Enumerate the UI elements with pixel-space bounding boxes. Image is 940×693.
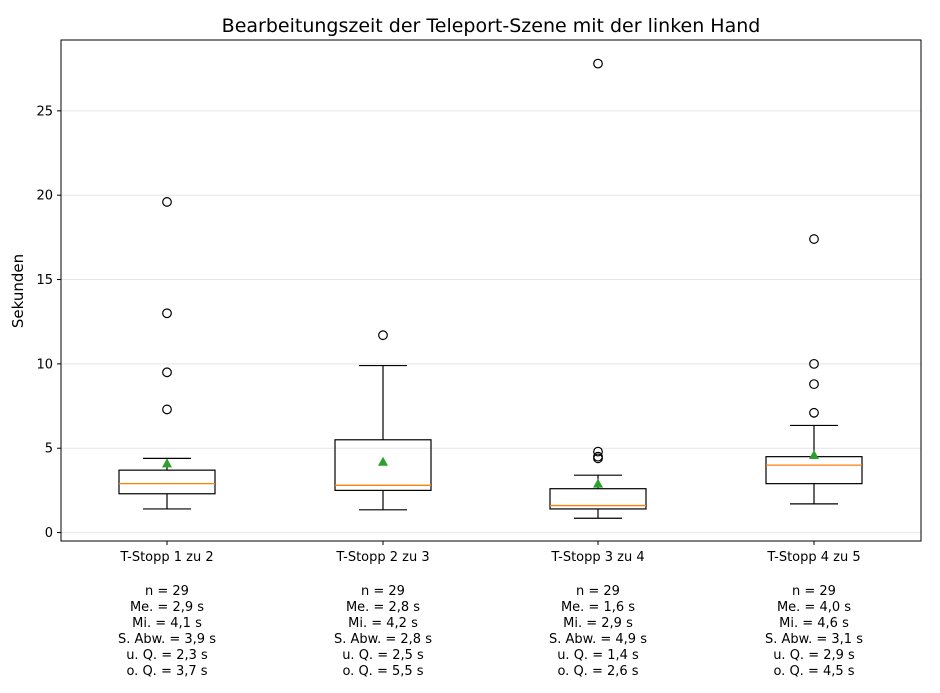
box-group (118, 197, 216, 510)
stat-label: S. Abw. = 4,9 s (549, 632, 647, 647)
outlier-point (593, 446, 603, 457)
stat-label: Mi. = 2,9 s (563, 616, 633, 631)
outlier-point (162, 197, 172, 207)
outlier-point (162, 367, 172, 378)
stat-label: u. Q. = 2,3 s (126, 648, 208, 663)
stat-label: o. Q. = 2,6 s (557, 664, 638, 679)
box-layer (118, 58, 863, 519)
y-tick-label: 25 (36, 104, 53, 119)
stat-label: Mi. = 4,2 s (348, 616, 418, 631)
plot-frame (60, 39, 922, 542)
x-tick-label: T-Stopp 4 zu 5 (766, 550, 860, 565)
stat-label: n = 29 (361, 584, 405, 599)
stat-label: u. Q. = 2,9 s (773, 648, 855, 663)
y-axis-label: Sekunden (9, 254, 27, 328)
box (549, 488, 647, 510)
mean-marker (809, 449, 819, 459)
outlier-point (809, 407, 819, 418)
box-group (549, 58, 647, 519)
outlier-point (162, 404, 172, 415)
stat-label: Me. = 2,9 s (130, 600, 204, 615)
y-tick-label: 15 (36, 273, 53, 288)
y-tick-label: 0 (45, 526, 53, 541)
stat-label: n = 29 (576, 584, 620, 599)
axis-layer: 0 5 10 15 20 25 T-Stopp 1 zu 2 T-Stopp 2 zu 3 T-… (36, 104, 860, 565)
box (765, 456, 863, 485)
outlier-point (809, 358, 819, 369)
stat-label: Me. = 2,8 s (346, 600, 420, 615)
stat-label: Me. = 1,6 s (561, 600, 635, 615)
stat-label: n = 29 (792, 584, 836, 599)
outlier-point (162, 308, 172, 319)
box (334, 439, 432, 491)
stat-label: S. Abw. = 3,9 s (118, 632, 216, 647)
box-group (765, 234, 863, 505)
mean-marker (162, 458, 172, 468)
mean-marker (378, 456, 388, 466)
y-tick-label: 10 (36, 357, 53, 372)
x-tick-label: T-Stopp 1 zu 2 (119, 550, 213, 565)
y-tick-label: 20 (36, 189, 53, 204)
stat-label: Mi. = 4,6 s (779, 616, 849, 631)
stat-label: n = 29 (145, 584, 189, 599)
stat-label: S. Abw. = 2,8 s (334, 632, 432, 647)
outlier-point (593, 58, 603, 69)
stat-label: o. Q. = 3,7 s (126, 664, 207, 679)
chart-title: Bearbeitungszeit der Teleport-Szene mit … (222, 15, 761, 37)
y-tick-label: 5 (45, 442, 53, 457)
outlier-point (809, 379, 819, 390)
stat-label: Me. = 4,0 s (777, 600, 851, 615)
grid-layer (61, 110, 921, 534)
x-tick-label: T-Stopp 3 zu 4 (550, 550, 644, 565)
box-group (334, 330, 432, 511)
box (118, 469, 216, 495)
outlier-point (593, 451, 603, 462)
stat-label: o. Q. = 5,5 s (342, 664, 423, 679)
outlier-point (378, 330, 388, 341)
stat-label: S. Abw. = 3,1 s (765, 632, 863, 647)
x-tick-label: T-Stopp 2 zu 3 (335, 550, 429, 565)
mean-marker (593, 478, 603, 488)
outlier-point (809, 234, 819, 244)
stat-label: o. Q. = 4,5 s (773, 664, 854, 679)
stat-label: u. Q. = 1,4 s (557, 648, 639, 663)
stat-label: u. Q. = 2,5 s (342, 648, 424, 663)
stat-label: Mi. = 4,1 s (132, 616, 202, 631)
